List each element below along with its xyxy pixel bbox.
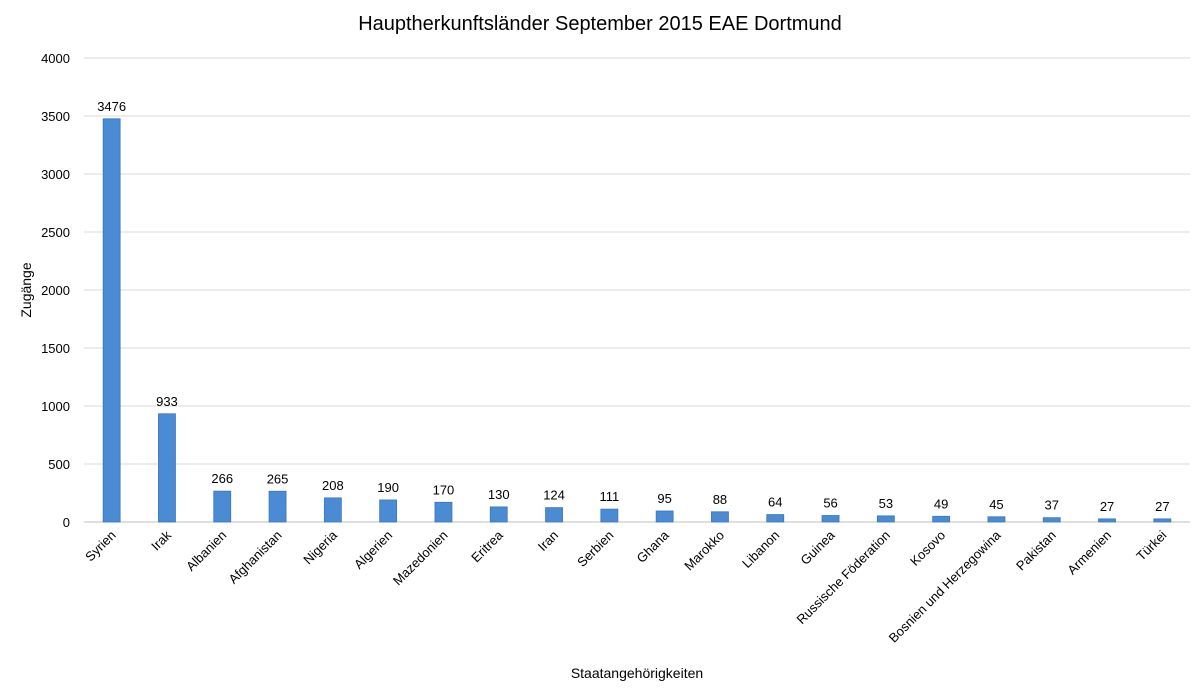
- bar: [766, 514, 785, 523]
- x-axis-label: Staatangehörigkeiten: [571, 665, 703, 681]
- chart-title: Hauptherkunftsländer September 2015 EAE …: [358, 13, 842, 35]
- x-tick-label: Serbien: [574, 528, 616, 570]
- data-label: 53: [879, 496, 893, 511]
- gridlines: 0 500 1000 1500 2000 2500 3000 3500 4000: [41, 51, 1190, 530]
- bar: [600, 508, 619, 523]
- bar: [213, 490, 232, 523]
- bar: [1098, 518, 1116, 523]
- data-label: 111: [599, 489, 619, 504]
- data-label: 56: [823, 496, 837, 511]
- y-axis-label: Zugänge: [18, 262, 34, 317]
- x-tick-label: Armenien: [1064, 528, 1114, 578]
- bars: 3476 Syrien 933 Irak 266 Albanien 265 Afghanist…: [82, 99, 1172, 645]
- x-tick-label: Iran: [535, 528, 561, 554]
- x-tick-label: Guinea: [797, 527, 838, 568]
- bar: [1153, 518, 1172, 523]
- data-label: 95: [657, 491, 671, 506]
- x-tick-label: Russische Föderation: [793, 528, 893, 628]
- x-tick-label: Kosovo: [907, 528, 948, 569]
- data-label: 124: [543, 488, 565, 503]
- bar: [323, 497, 342, 523]
- y-tick-label: 500: [48, 457, 70, 472]
- y-tick-label: 3500: [41, 109, 70, 124]
- y-tick-label: 1500: [41, 341, 70, 356]
- x-tick-label: Syrien: [82, 528, 119, 565]
- x-tick-label: Marokko: [681, 528, 727, 574]
- bar: [987, 516, 1006, 523]
- y-tick-label: 0: [63, 515, 70, 530]
- x-tick-label: Albanien: [183, 528, 229, 574]
- x-tick-label: Nigeria: [300, 527, 340, 567]
- data-label: 49: [934, 496, 948, 511]
- data-label: 933: [156, 394, 178, 409]
- bar: [932, 515, 951, 523]
- data-label: 64: [768, 495, 782, 510]
- y-tick-label: 3000: [41, 167, 70, 182]
- bar: [268, 490, 287, 523]
- data-label: 190: [377, 480, 399, 495]
- bar: [489, 506, 508, 523]
- x-tick-label: Ghana: [634, 527, 673, 566]
- bar: [545, 507, 563, 523]
- bar: [379, 499, 398, 523]
- data-label: 208: [322, 478, 344, 493]
- data-label: 37: [1045, 498, 1059, 513]
- data-label: 88: [713, 492, 727, 507]
- y-tick-label: 2000: [41, 283, 70, 298]
- bar: [876, 515, 895, 523]
- x-tick-label: Pakistan: [1013, 528, 1059, 574]
- x-tick-label: Afghanistan: [226, 528, 285, 587]
- x-tick-label: Mazedonien: [390, 528, 451, 589]
- x-tick-label: Algerien: [351, 528, 395, 572]
- data-label: 3476: [97, 99, 126, 114]
- data-label: 45: [989, 497, 1003, 512]
- bar: [158, 413, 176, 523]
- x-tick-label: Irak: [148, 527, 174, 553]
- x-tick-label: Libanon: [739, 528, 782, 571]
- bar: [434, 501, 453, 523]
- bar: [711, 511, 729, 523]
- data-label: 265: [267, 471, 289, 486]
- bar: [821, 515, 840, 523]
- data-label: 27: [1100, 499, 1114, 514]
- data-label: 170: [433, 482, 455, 497]
- bar: [1042, 517, 1061, 523]
- data-label: 130: [488, 487, 510, 502]
- y-tick-label: 2500: [41, 225, 70, 240]
- y-tick-label: 4000: [41, 51, 70, 66]
- x-tick-label: Türkei: [1133, 527, 1169, 563]
- x-tick-label: Bosnien und Herzegowina: [886, 527, 1004, 645]
- bar: [655, 510, 674, 523]
- x-tick-label: Eritrea: [468, 527, 506, 565]
- bar: [102, 118, 121, 523]
- data-label: 27: [1155, 499, 1169, 514]
- y-tick-label: 1000: [41, 399, 70, 414]
- data-label: 266: [211, 471, 233, 486]
